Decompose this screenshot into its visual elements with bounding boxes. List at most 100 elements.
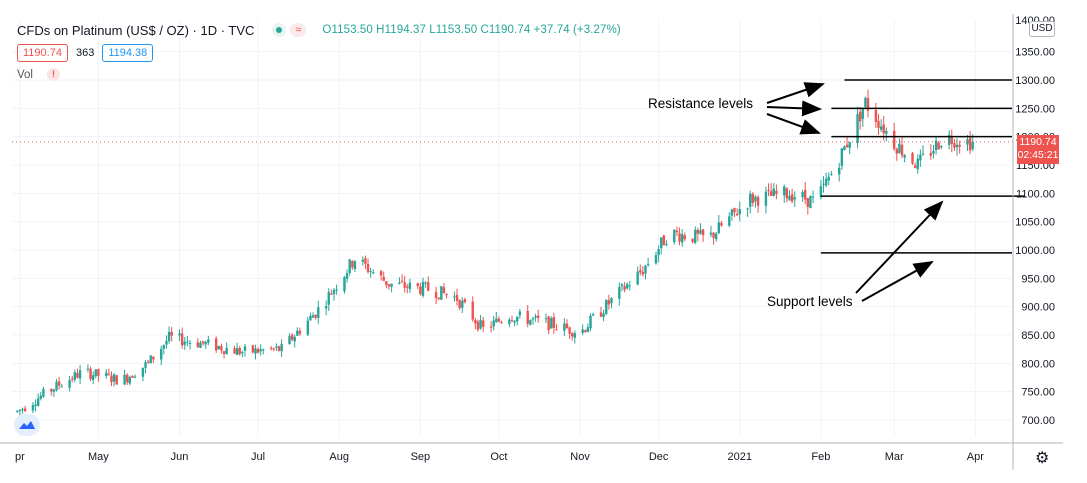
market-status-icon[interactable] bbox=[272, 23, 287, 37]
candle-body bbox=[170, 331, 173, 336]
candle-body bbox=[52, 389, 56, 392]
candle-body bbox=[940, 146, 943, 148]
candle-body bbox=[277, 346, 281, 351]
candle-body bbox=[610, 297, 613, 304]
candle-body bbox=[39, 395, 42, 399]
ask-price[interactable]: 1194.38 bbox=[102, 44, 154, 62]
candle-body bbox=[306, 320, 310, 335]
x-tick-label: Aug bbox=[329, 451, 349, 463]
x-tick-label: pr bbox=[15, 451, 25, 463]
wave-icon[interactable]: ≈ bbox=[290, 23, 307, 37]
bid-ask-row: 1190.74 363 1194.38 bbox=[17, 44, 154, 62]
candle-body bbox=[571, 333, 574, 337]
candle-body bbox=[856, 114, 859, 144]
candle-body bbox=[222, 351, 226, 354]
warning-icon[interactable]: ! bbox=[47, 68, 60, 81]
candle-body bbox=[785, 188, 789, 199]
candle-body bbox=[665, 243, 668, 245]
candle-body bbox=[772, 188, 775, 197]
candle-body bbox=[971, 141, 974, 149]
y-tick-label: 1250.00 bbox=[1015, 103, 1055, 115]
x-tick-label: Apr bbox=[967, 451, 984, 463]
candle-body bbox=[864, 97, 867, 107]
candle-body bbox=[421, 281, 425, 296]
candle-body bbox=[811, 196, 815, 198]
candle-body bbox=[885, 130, 888, 134]
volume-row: Vol ! bbox=[17, 68, 60, 81]
x-tick-label: 2021 bbox=[728, 451, 752, 463]
candle-body bbox=[916, 158, 919, 170]
level-lines bbox=[12, 79, 1026, 254]
candle-body bbox=[809, 195, 812, 209]
candle-body bbox=[259, 349, 262, 352]
candle-body bbox=[492, 320, 495, 327]
candle-body bbox=[186, 341, 189, 343]
candle-body bbox=[463, 299, 467, 303]
candle-body bbox=[937, 142, 940, 150]
candle-body bbox=[625, 284, 629, 289]
candle-body bbox=[180, 333, 184, 346]
candle-body bbox=[968, 137, 972, 151]
spread-value: 363 bbox=[75, 47, 95, 59]
candle-body bbox=[105, 372, 108, 377]
candle-body bbox=[510, 320, 514, 322]
x-tick-label: Sep bbox=[411, 451, 431, 463]
candle-body bbox=[351, 261, 354, 268]
candle-body bbox=[877, 120, 880, 128]
candle-body bbox=[699, 230, 702, 234]
candle-body bbox=[330, 293, 333, 295]
candle-body bbox=[272, 348, 275, 350]
x-tick-label: May bbox=[88, 451, 109, 463]
candle-body bbox=[214, 338, 218, 351]
bid-price[interactable]: 1190.74 bbox=[17, 44, 68, 62]
candle-body bbox=[657, 249, 660, 256]
y-tick-label: 800.00 bbox=[1021, 358, 1055, 370]
candle-body bbox=[534, 315, 537, 318]
candle-body bbox=[929, 152, 933, 156]
x-tick-label: Jul bbox=[251, 451, 265, 463]
y-tick-label: 1300.00 bbox=[1015, 75, 1055, 87]
volume-label[interactable]: Vol bbox=[17, 68, 33, 81]
candle-body bbox=[269, 347, 273, 349]
candle-body bbox=[311, 315, 315, 318]
candle-body bbox=[34, 404, 37, 407]
candle-body bbox=[947, 134, 951, 145]
candle-body bbox=[783, 186, 786, 196]
x-tick-label: Oct bbox=[490, 451, 507, 463]
gear-icon[interactable]: ⚙ bbox=[1035, 450, 1050, 467]
candle-body bbox=[730, 209, 734, 216]
candle-body bbox=[361, 259, 364, 262]
candle-body bbox=[955, 144, 959, 148]
candle-body bbox=[160, 348, 163, 360]
candle-body bbox=[241, 352, 244, 354]
candle-body bbox=[623, 286, 626, 290]
candle-body bbox=[683, 235, 686, 240]
x-tick-label: Dec bbox=[649, 451, 669, 463]
candle-body bbox=[385, 281, 388, 286]
candle-body bbox=[489, 326, 493, 328]
tradingview-logo-icon[interactable] bbox=[14, 414, 40, 436]
candle-body bbox=[550, 318, 553, 329]
y-tick-label: 1000.00 bbox=[1015, 245, 1055, 257]
candle-body bbox=[309, 315, 312, 321]
candle-body bbox=[71, 378, 74, 380]
candle-body bbox=[416, 283, 419, 287]
candle-body bbox=[531, 318, 535, 320]
candle-body bbox=[293, 336, 296, 342]
candle-body bbox=[497, 318, 501, 322]
candle-body bbox=[188, 342, 192, 344]
candle-body bbox=[662, 235, 666, 246]
candle-body bbox=[840, 148, 844, 166]
candle-body bbox=[379, 271, 383, 276]
candle-body bbox=[94, 369, 97, 377]
candle-body bbox=[324, 306, 328, 309]
annotation-arrow bbox=[766, 113, 821, 135]
candle-body bbox=[458, 300, 461, 308]
currency-button[interactable]: USD bbox=[1029, 21, 1055, 37]
candle-body bbox=[167, 331, 171, 342]
candle-body bbox=[552, 317, 556, 328]
symbol-title[interactable]: CFDs on Platinum (US$ / OZ) · 1D · TVC bbox=[17, 22, 255, 38]
candle-body bbox=[125, 374, 129, 383]
candle-body bbox=[767, 189, 770, 191]
